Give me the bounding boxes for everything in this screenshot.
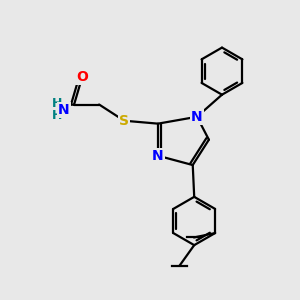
Text: H: H	[52, 109, 62, 122]
Text: N: N	[152, 149, 164, 163]
Text: N: N	[58, 103, 70, 117]
Text: S: S	[119, 114, 129, 128]
Text: N: N	[191, 110, 203, 124]
Text: O: O	[76, 70, 88, 83]
Text: H: H	[52, 98, 62, 110]
